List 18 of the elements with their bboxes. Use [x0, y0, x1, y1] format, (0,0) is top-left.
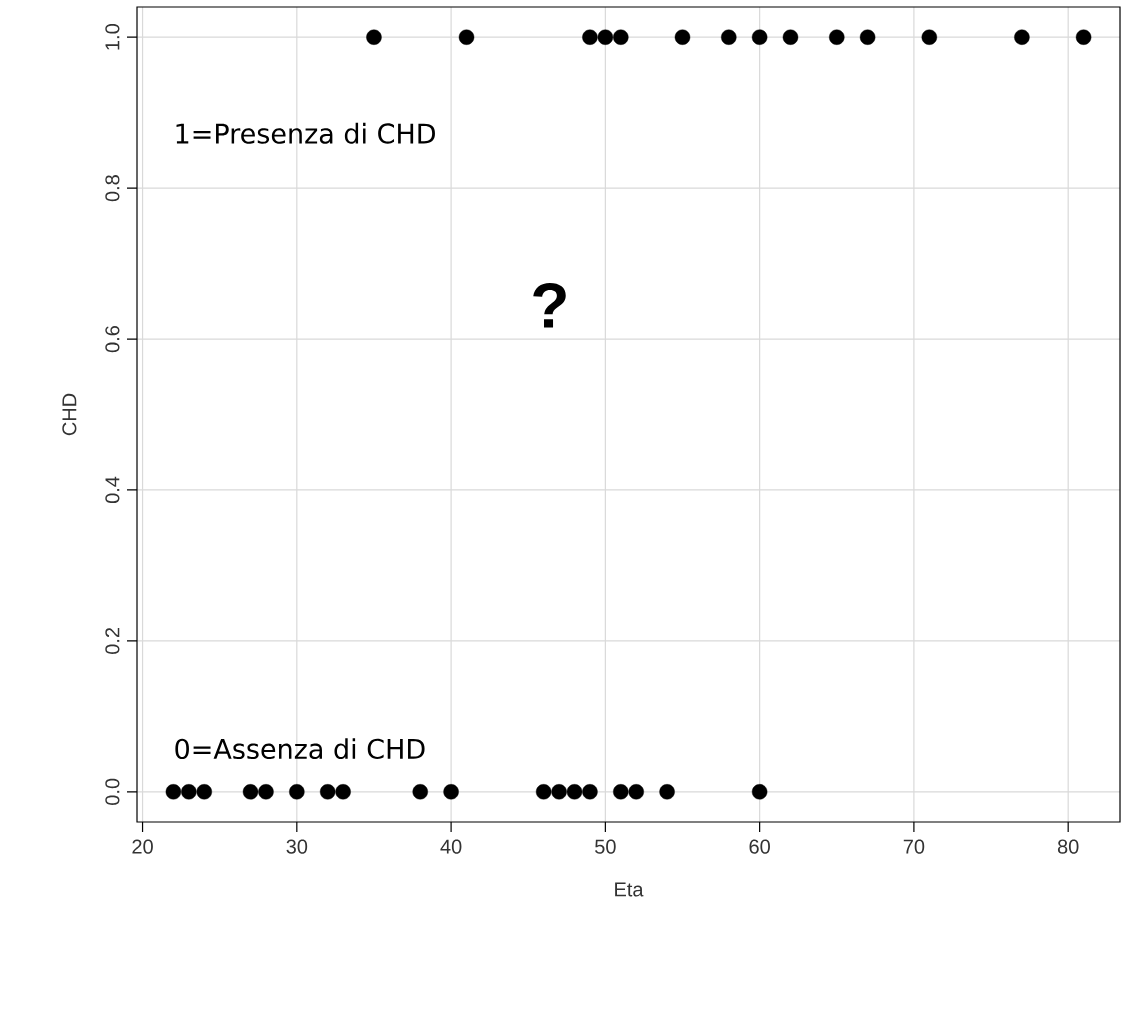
x-axis-title: Eta	[615, 882, 644, 897]
x-tick-label: 70	[903, 839, 925, 854]
y-tick-label: 0.8	[105, 175, 120, 202]
y-axis-title: CHD	[62, 393, 77, 436]
y-tick-label: 1.0	[105, 24, 120, 50]
x-tick-label: 50	[595, 839, 616, 854]
x-tick-label: 30	[286, 839, 308, 854]
x-tick-label: 20	[132, 839, 153, 854]
annotation: ?	[533, 282, 566, 328]
y-tick-label: 0.6	[105, 326, 120, 353]
annotation: 0=Assenza di CHD	[175, 738, 425, 760]
x-tick-label: 40	[440, 839, 462, 854]
annotation: 1=Presenza di CHD	[176, 122, 435, 144]
y-tick-label: 0.2	[105, 627, 120, 654]
x-tick-label: 60	[749, 839, 770, 854]
y-tick-label: 0.0	[105, 778, 120, 805]
y-tick-label: 0.4	[105, 476, 120, 504]
x-tick-label: 80	[1057, 839, 1079, 854]
